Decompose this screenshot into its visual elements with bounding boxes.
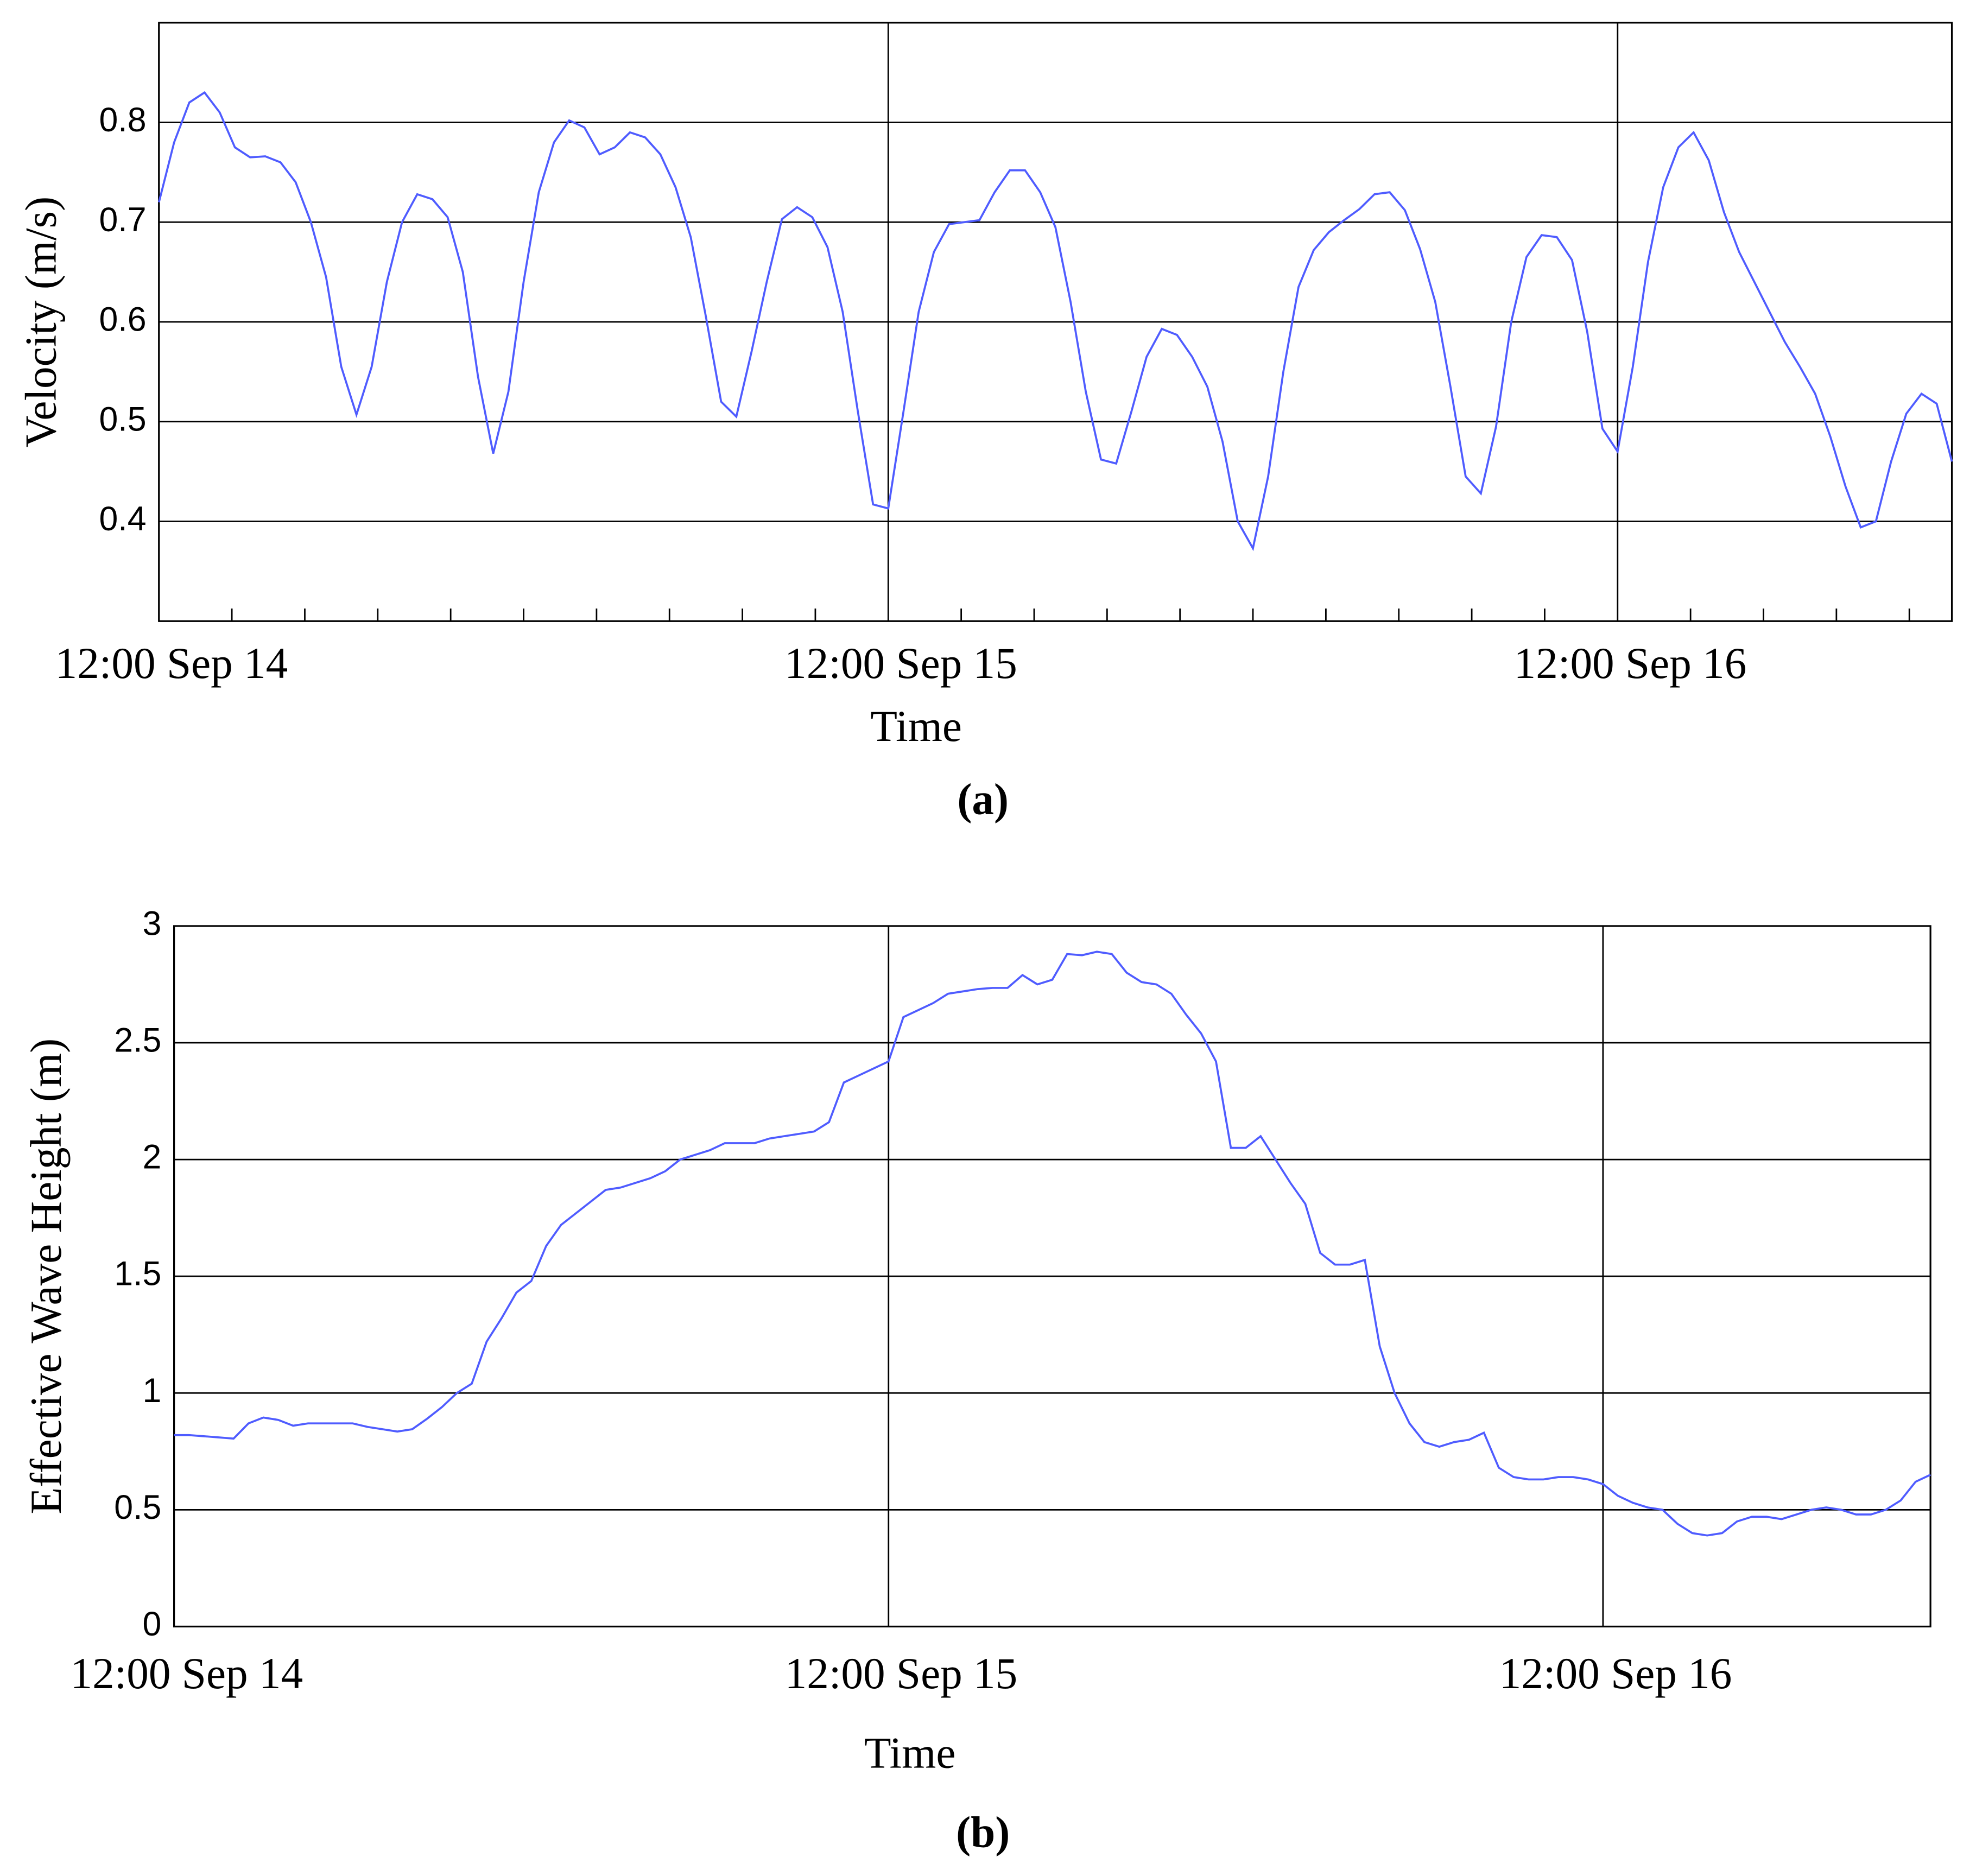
plot-frame [158, 22, 1953, 622]
y-tick-label: 0.5 [99, 400, 146, 438]
y-tick-label: 0.8 [99, 101, 146, 139]
y-tick-label: 2.5 [114, 1022, 161, 1060]
y-tick-label: 0.5 [114, 1488, 161, 1526]
x-tick-label: 12:00 Sep 15 [784, 639, 1017, 688]
data-line [157, 91, 1953, 552]
x-tick-label: 12:00 Sep 15 [785, 1649, 1018, 1698]
y-tick-label: 1 [143, 1372, 162, 1410]
x-tick-label: 12:00 Sep 16 [1499, 1649, 1732, 1698]
y-tick-label: 0.4 [99, 500, 146, 538]
chart-panel: 0 0.5 1 1.5 2 2.5 3 12:00 Sep 14 12:00 Sep 15 12:… [22, 904, 1931, 1857]
x-tick-label: 12:00 Sep 14 [70, 1649, 303, 1698]
x-axis-title: Time [870, 702, 962, 751]
y-tick-label: 0.7 [99, 201, 146, 239]
y-tick-label: 1.5 [114, 1255, 161, 1293]
y-axis-title: Velocity (m/s) [17, 197, 66, 447]
panel-caption: (b) [956, 1808, 1010, 1857]
y-tick-label: 0.6 [99, 301, 146, 339]
x-axis-title: Time [864, 1728, 956, 1777]
panel-caption: (a) [957, 775, 1009, 823]
chart-panel: 0.4 0.5 0.6 0.7 0.8 12:00 Sep 14 12:00 Sep 15 1… [17, 22, 1953, 823]
x-tick-label: 12:00 Sep 16 [1514, 639, 1747, 688]
y-tick-label: 0 [143, 1605, 162, 1643]
plot-frame [173, 925, 1931, 1628]
y-tick-label: 3 [143, 904, 162, 942]
data-line [174, 950, 1931, 1537]
y-tick-label: 2 [143, 1138, 162, 1176]
x-tick-label: 12:00 Sep 14 [55, 639, 288, 688]
y-axis-title: Effective Wave Height (m) [22, 1038, 71, 1514]
